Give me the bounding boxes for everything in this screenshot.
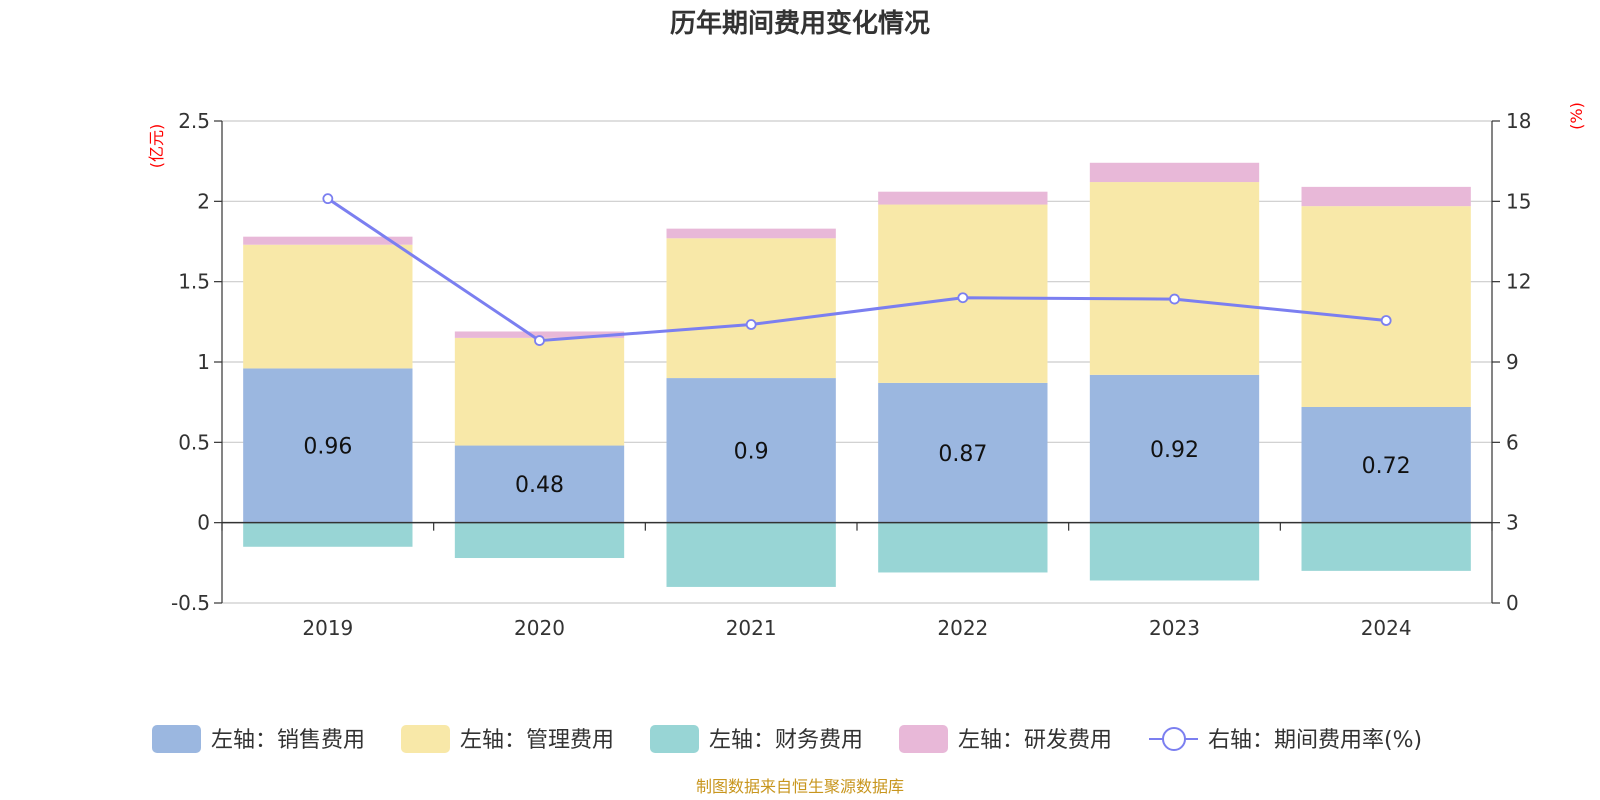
legend-swatch [899, 725, 948, 753]
bar-value-label: 0.87 [938, 442, 987, 467]
right-tick-label: 9 [1506, 350, 1519, 374]
bar-2024 [1301, 522, 1471, 571]
axes-group: 2.5 2 1.5 1 0.5 0 -0.5 18 15 12 9 6 3 0 2019 2020 2021 20… [171, 109, 1531, 640]
legend-label: 右轴：期间费用率(%) [1208, 728, 1422, 753]
right-tick-label: 0 [1506, 591, 1519, 615]
bar-2022 [878, 382, 1048, 523]
bars-group [243, 162, 1471, 587]
legend-label: 左轴：财务费用 [709, 728, 863, 753]
right-tick-label: 3 [1506, 511, 1519, 535]
data-labels-group: 0.96 0.48 0.9 0.87 0.92 0.72 [303, 435, 1410, 499]
right-axis-unit: (%) [1567, 102, 1586, 130]
left-axis-unit: (亿元) [147, 124, 166, 169]
bar-2021 [666, 238, 836, 379]
category-label: 2021 [726, 616, 777, 640]
bar-2023 [1089, 182, 1260, 375]
bar-2024 [1301, 186, 1471, 207]
legend: 左轴：销售费用 左轴：管理费用 左轴：财务费用 左轴：研发费用 右轴：期间费用率(%) [152, 725, 1422, 753]
category-label: 2022 [937, 616, 988, 640]
left-tick-label: 2 [197, 189, 210, 213]
bar-2023 [1089, 374, 1260, 523]
bar-2021 [666, 378, 836, 523]
bar-2020 [454, 522, 625, 559]
rate-point [957, 292, 969, 304]
bar-2022 [878, 191, 1048, 205]
category-label: 2019 [302, 616, 353, 640]
bar-value-label: 0.48 [515, 473, 564, 498]
legend-swatch [152, 725, 201, 753]
right-tick-label: 6 [1506, 430, 1519, 454]
bar-2021 [666, 522, 836, 587]
bar-2023 [1089, 522, 1260, 581]
rate-point [322, 193, 334, 205]
bar-2019 [243, 236, 413, 245]
left-tick-label: 1 [197, 350, 210, 374]
legend-label: 左轴：销售费用 [211, 728, 365, 753]
chart-title: 历年期间费用变化情况 [670, 8, 930, 39]
bar-2023 [1089, 162, 1260, 183]
bar-value-label: 0.92 [1150, 438, 1199, 463]
bar-2021 [666, 228, 836, 239]
legend-label: 左轴：管理费用 [460, 728, 614, 753]
bar-2020 [454, 337, 625, 446]
rate-point [1169, 293, 1180, 305]
bar-2022 [878, 522, 1048, 573]
bar-2019 [243, 522, 413, 547]
rate-line-group [322, 193, 1392, 346]
left-tick-label: 0.5 [178, 430, 210, 454]
right-tick-label: 18 [1506, 109, 1531, 133]
bar-2019 [243, 368, 413, 523]
bar-2024 [1301, 406, 1471, 523]
legend-label: 左轴：研发费用 [958, 728, 1112, 753]
rate-point [1380, 315, 1392, 326]
category-label: 2024 [1361, 616, 1412, 640]
bar-value-label: 0.9 [734, 439, 769, 464]
left-tick-label: 2.5 [178, 109, 210, 133]
bar-2024 [1301, 206, 1471, 407]
bar-2019 [243, 244, 413, 369]
right-tick-label: 12 [1506, 270, 1531, 294]
rate-line [326, 197, 1387, 343]
bar-value-label: 0.72 [1362, 454, 1411, 479]
legend-swatch [650, 725, 699, 753]
rate-point [534, 335, 545, 346]
category-label: 2023 [1149, 616, 1200, 640]
bar-2020 [454, 445, 625, 523]
bar-2020 [454, 331, 625, 338]
category-label: 2020 [514, 616, 565, 640]
rate-point [745, 319, 757, 330]
left-tick-label: 0 [197, 511, 210, 535]
left-tick-label: 1.5 [178, 270, 210, 294]
legend-circle-swatch [1162, 727, 1186, 751]
legend-swatch [401, 725, 450, 753]
data-source-note: 制图数据来自恒生聚源数据库 [696, 777, 904, 796]
right-tick-label: 15 [1506, 189, 1531, 213]
left-tick-label: -0.5 [171, 591, 210, 615]
bar-value-label: 0.96 [303, 435, 352, 460]
